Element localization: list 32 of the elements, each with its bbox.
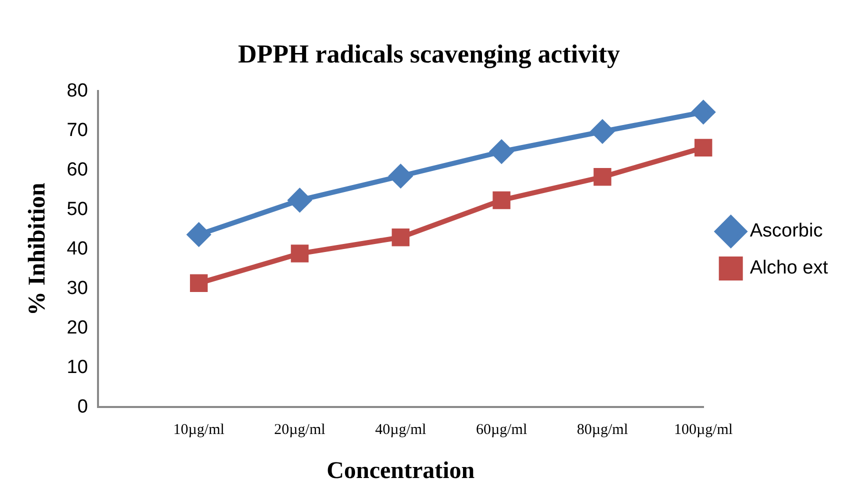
y-tick-label: 40 bbox=[66, 238, 88, 260]
point bbox=[692, 100, 715, 124]
y-tick-label: 80 bbox=[66, 80, 88, 102]
y-tick-label: 10 bbox=[66, 356, 88, 378]
legend-label: Alcho ext bbox=[750, 258, 829, 279]
y-tick-label: 60 bbox=[66, 159, 88, 180]
point bbox=[389, 164, 412, 188]
point bbox=[190, 274, 208, 292]
y-tick-label: 0 bbox=[77, 396, 88, 418]
point bbox=[290, 244, 309, 262]
point bbox=[590, 120, 614, 143]
x-tick-label: 100µg/ml bbox=[674, 422, 733, 438]
legend-label: Ascorbic bbox=[750, 220, 823, 242]
point bbox=[492, 191, 510, 210]
x-tick-label: 10µg/ml bbox=[173, 422, 224, 438]
y-tick-label: 70 bbox=[66, 120, 88, 141]
point bbox=[392, 228, 410, 246]
y-axis-title: % Inhibition bbox=[24, 182, 51, 316]
chart-title: DPPH radicals scavenging activity bbox=[238, 39, 620, 68]
x-tick-label: 80µg/ml bbox=[576, 422, 628, 438]
y-tick-label: 20 bbox=[66, 317, 88, 338]
point bbox=[187, 223, 210, 246]
point bbox=[594, 168, 612, 186]
point bbox=[490, 140, 514, 164]
y-tick-label: 30 bbox=[66, 278, 88, 299]
point bbox=[288, 188, 312, 212]
x-axis-title: Concentration bbox=[326, 458, 475, 484]
y-tick-label: 50 bbox=[66, 198, 88, 220]
x-tick-label: 60µg/ml bbox=[476, 422, 528, 438]
x-tick-label: 40µg/ml bbox=[375, 422, 426, 438]
x-tick-label: 20µg/ml bbox=[274, 422, 326, 438]
point bbox=[694, 138, 712, 157]
